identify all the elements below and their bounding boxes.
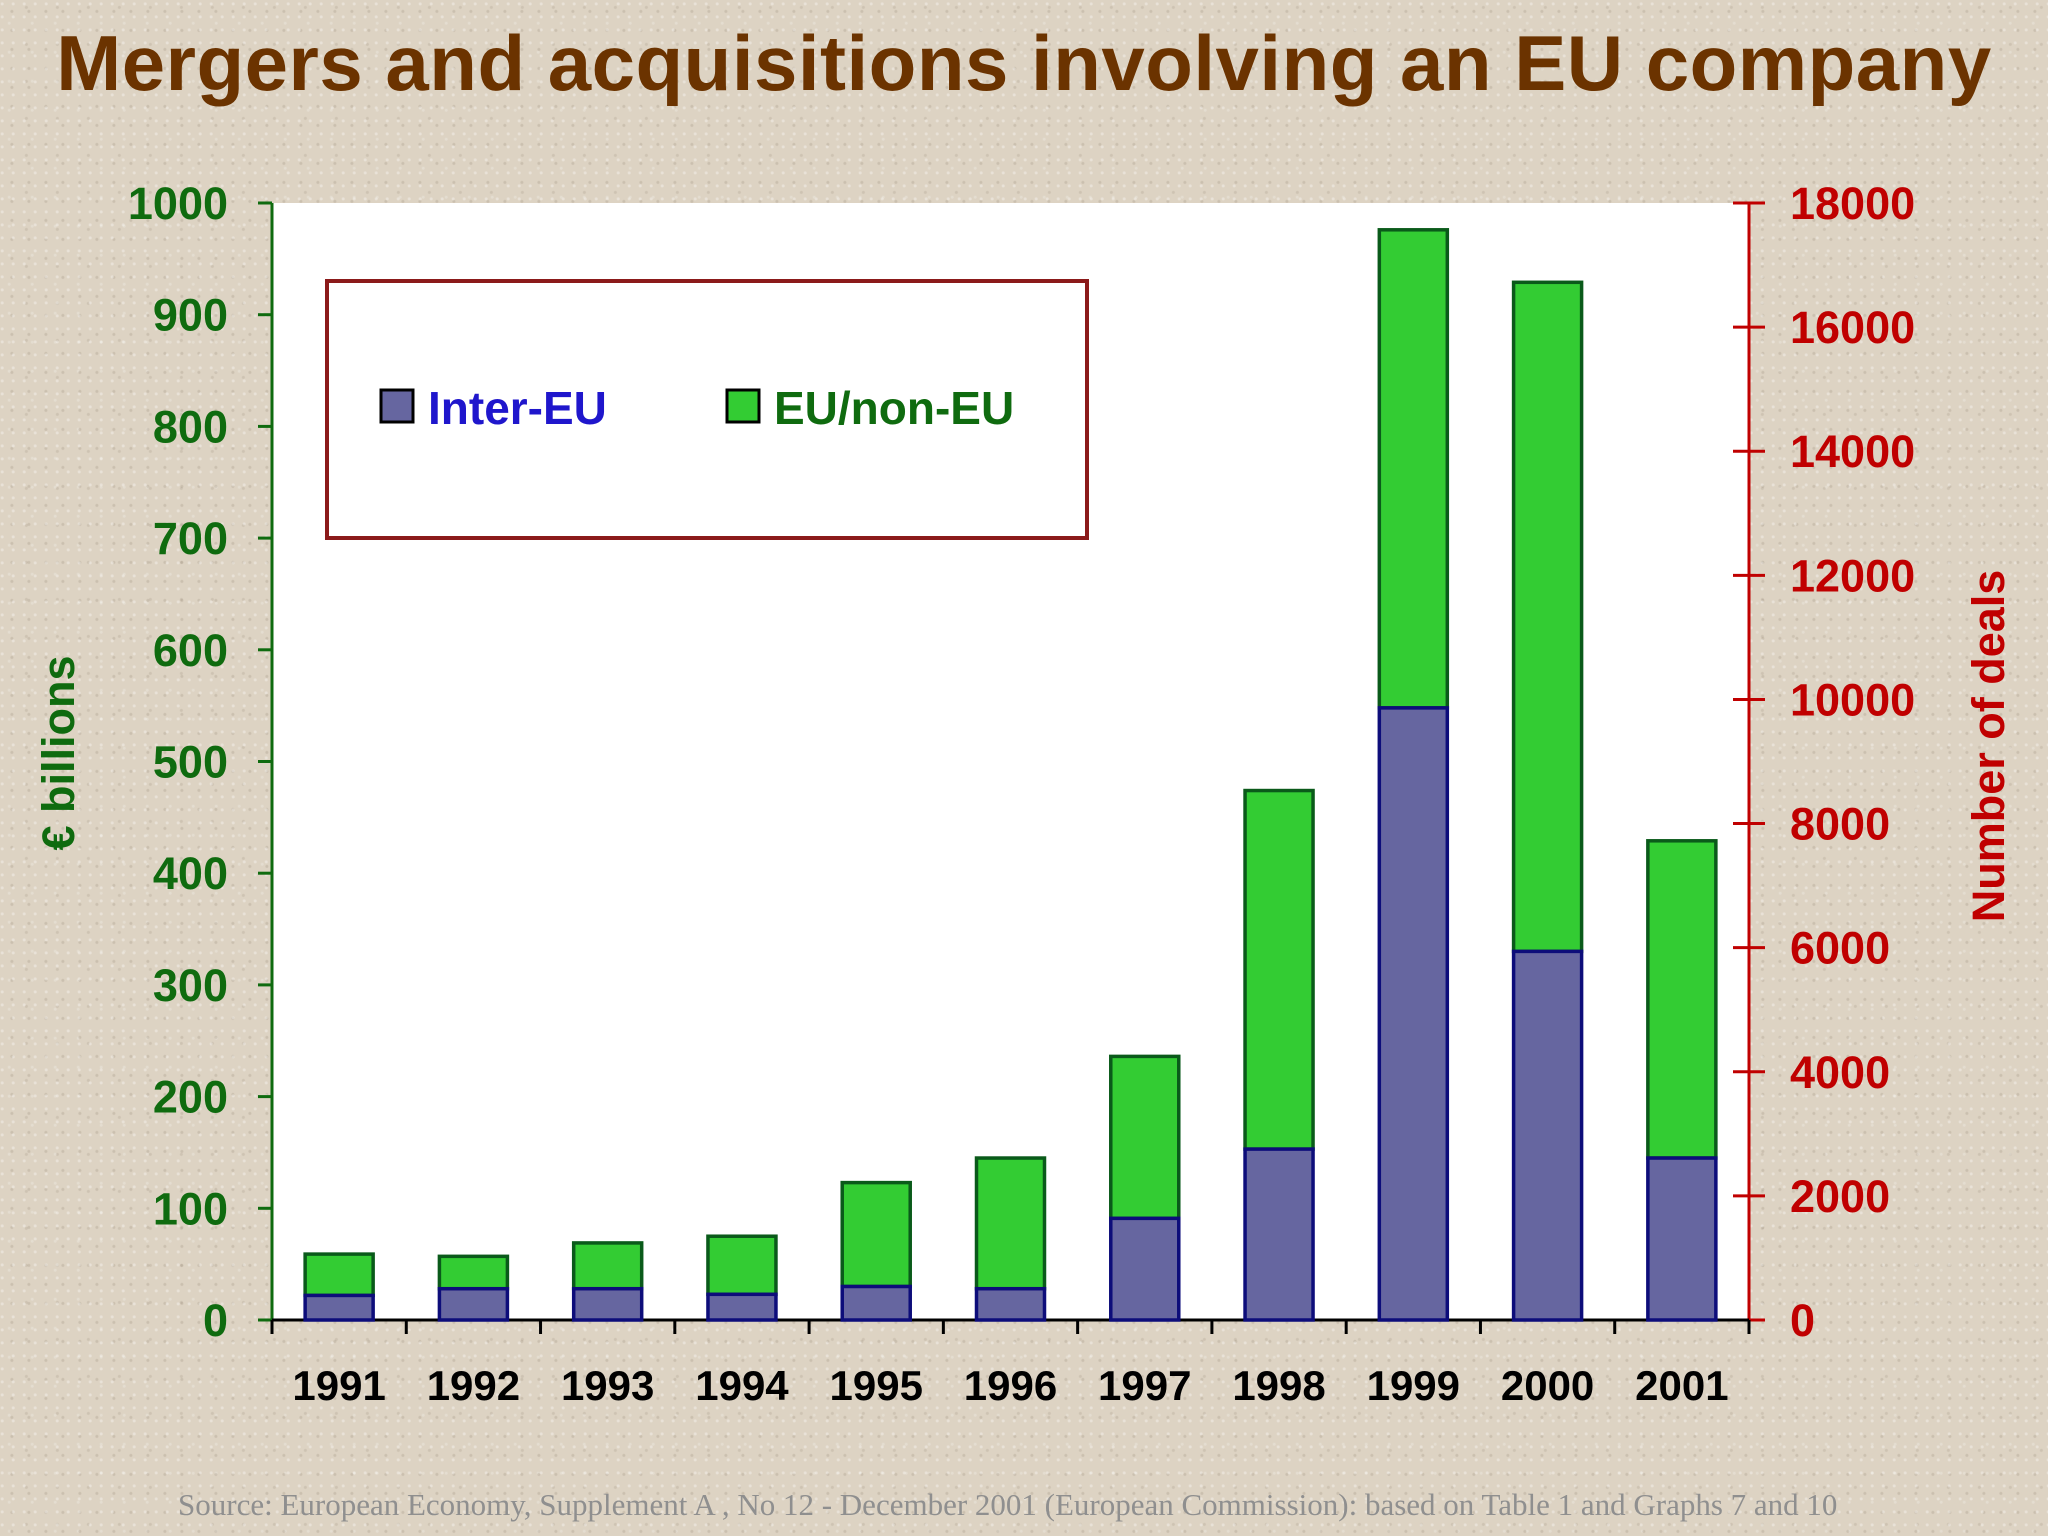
- x-axis-tick-label: 1999: [1367, 1362, 1460, 1409]
- legend-box: [325, 279, 1089, 540]
- x-axis-tick-label: 1991: [292, 1362, 385, 1409]
- bar-eu-non-eu: [974, 1156, 1047, 1291]
- x-axis-tick-label: 1997: [1098, 1362, 1191, 1409]
- x-axis-tick-label: 1995: [830, 1362, 923, 1409]
- legend-label-inter-eu: Inter-EU: [428, 382, 607, 434]
- bar-eu-non-eu: [706, 1234, 778, 1297]
- left-axis-tick-label: 100: [153, 1183, 228, 1234]
- left-axis-tick-label: 400: [153, 848, 228, 899]
- left-axis-tick-label: 300: [153, 960, 228, 1011]
- bar-inter-eu: [1243, 1147, 1315, 1322]
- source-note: Source: European Economy, Supplement A ,…: [178, 1487, 1838, 1522]
- right-axis-tick-label: 10000: [1790, 674, 1915, 725]
- bar-inter-eu: [303, 1293, 375, 1322]
- bar-eu-non-eu: [1646, 839, 1718, 1160]
- legend-swatch-eu-non-eu: [725, 388, 761, 424]
- right-axis-tick-label: 2000: [1790, 1171, 1890, 1222]
- right-axis-tick-label: 0: [1790, 1295, 1815, 1346]
- right-axis-title: Number of deals: [1963, 570, 2014, 923]
- bar-inter-eu: [1109, 1216, 1181, 1322]
- bar-inter-eu: [974, 1286, 1047, 1322]
- right-axis-tick-label: 6000: [1790, 923, 1890, 974]
- right-axis-tick-label: 14000: [1790, 426, 1915, 477]
- x-axis-tick-label: 1992: [427, 1362, 520, 1409]
- left-axis-tick-label: 700: [153, 513, 228, 564]
- bar-eu-non-eu: [1109, 1054, 1181, 1221]
- right-axis-tick-label: 4000: [1790, 1047, 1890, 1098]
- left-axis-tick-label: 900: [153, 290, 228, 341]
- bar-inter-eu: [840, 1284, 912, 1322]
- bar-eu-non-eu: [1377, 228, 1450, 710]
- left-axis-tick-label: 0: [203, 1295, 228, 1346]
- bar-inter-eu: [571, 1286, 644, 1322]
- bar-inter-eu: [437, 1286, 510, 1322]
- bar-eu-non-eu: [571, 1241, 644, 1291]
- bar-eu-non-eu: [1243, 788, 1315, 1151]
- bar-inter-eu: [1511, 949, 1584, 1322]
- left-axis-tick-label: 800: [153, 401, 228, 452]
- x-axis-tick-label: 1996: [964, 1362, 1057, 1409]
- left-axis-title: € billions: [33, 655, 84, 850]
- x-axis-tick-label: 1994: [695, 1362, 789, 1409]
- bar-inter-eu: [1646, 1156, 1718, 1322]
- left-axis-tick-label: 500: [153, 737, 228, 788]
- legend-label-eu-non-eu: EU/non-EU: [774, 382, 1014, 434]
- right-axis-tick-label: 16000: [1790, 302, 1915, 353]
- left-axis-tick-label: 200: [153, 1072, 228, 1123]
- bar-inter-eu: [1377, 706, 1450, 1322]
- right-axis-tick-label: 18000: [1790, 178, 1915, 229]
- bar-eu-non-eu: [1511, 280, 1584, 954]
- page-title: Mergers and acquisitions involving an EU…: [56, 19, 1992, 107]
- right-axis-tick-label: 12000: [1790, 550, 1915, 601]
- bar-eu-non-eu: [303, 1252, 375, 1298]
- bar-inter-eu: [706, 1292, 778, 1322]
- right-axis-tick-label: 8000: [1790, 799, 1890, 850]
- bar-eu-non-eu: [437, 1254, 510, 1291]
- x-axis-tick-label: 1993: [561, 1362, 654, 1409]
- x-axis-tick-label: 1998: [1232, 1362, 1325, 1409]
- left-axis-tick-label: 600: [153, 625, 228, 676]
- legend-swatch-inter-eu: [379, 388, 415, 424]
- bar-eu-non-eu: [840, 1180, 912, 1289]
- left-axis-tick-label: 1000: [128, 178, 228, 229]
- x-axis-tick-label: 2001: [1635, 1362, 1728, 1409]
- x-axis-tick-label: 2000: [1501, 1362, 1594, 1409]
